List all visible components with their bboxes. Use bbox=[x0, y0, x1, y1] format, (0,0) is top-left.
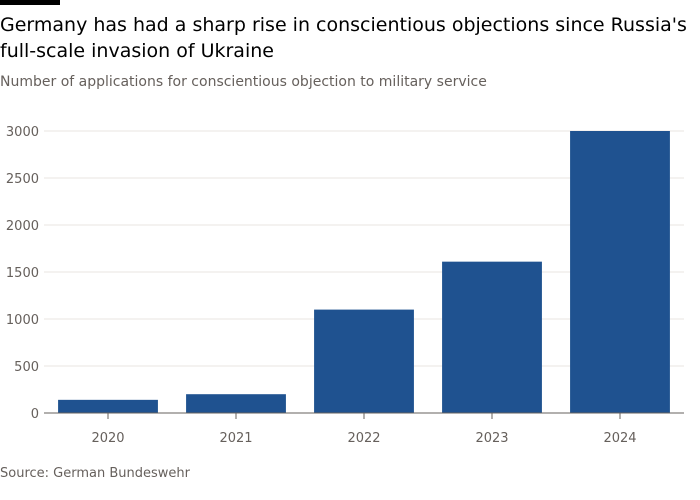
axes: 0 500 1000 1500 2000 2500 3000 2020 2021 2022 2023… bbox=[6, 125, 684, 446]
y-tick-label: 0 bbox=[31, 407, 39, 422]
x-tick-label: 2023 bbox=[475, 431, 508, 446]
bars bbox=[58, 131, 670, 413]
bar-2023 bbox=[442, 261, 542, 413]
source-note: Source: German Bundeswehr bbox=[0, 466, 190, 481]
bar-chart: 0 500 1000 1500 2000 2500 3000 2020 2021 2022 2023… bbox=[6, 125, 684, 446]
bar-2024 bbox=[570, 131, 670, 413]
x-tick-label: 2021 bbox=[219, 431, 252, 446]
brand-top-bar bbox=[0, 0, 60, 5]
bar-2022 bbox=[314, 309, 414, 413]
x-tick-label: 2022 bbox=[347, 431, 380, 446]
x-tick-label: 2020 bbox=[91, 431, 124, 446]
chart-title: Germany has had a sharp rise in conscien… bbox=[0, 14, 687, 62]
bar-2021 bbox=[186, 394, 286, 413]
y-tick-label: 500 bbox=[14, 360, 39, 375]
y-tick-label: 1000 bbox=[6, 313, 39, 328]
chart-subtitle: Number of applications for conscientious… bbox=[0, 74, 487, 90]
y-tick-label: 1500 bbox=[6, 266, 39, 281]
y-tick-label: 2500 bbox=[6, 172, 39, 187]
x-tick-label: 2024 bbox=[603, 431, 636, 446]
y-tick-label: 2000 bbox=[6, 219, 39, 234]
y-tick-label: 3000 bbox=[6, 125, 39, 140]
bar-2020 bbox=[58, 399, 158, 413]
